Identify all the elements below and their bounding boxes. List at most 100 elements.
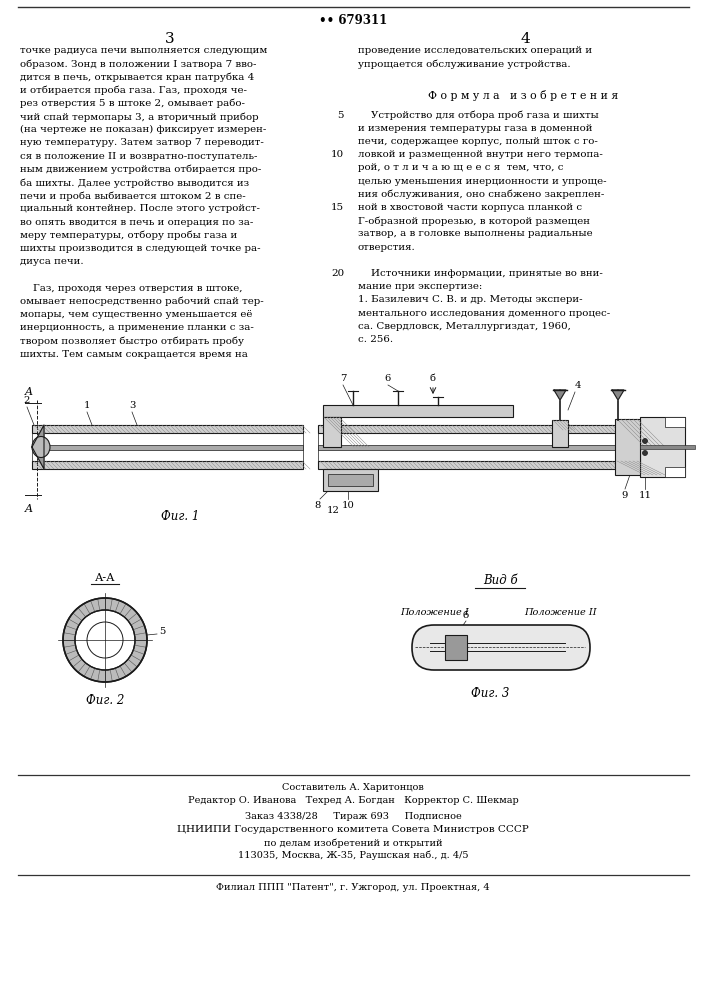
Text: 11: 11 bbox=[638, 491, 651, 500]
Text: циальный контейнер. После этого устройст-: циальный контейнер. После этого устройст… bbox=[20, 204, 260, 213]
Text: 5: 5 bbox=[337, 111, 344, 120]
Text: Газ, проходя через отверстия в штоке,: Газ, проходя через отверстия в штоке, bbox=[20, 284, 243, 293]
Text: Г-образной прорезью, в которой размещен: Г-образной прорезью, в которой размещен bbox=[358, 216, 590, 226]
FancyBboxPatch shape bbox=[412, 625, 590, 670]
Text: Источники информации, принятые во вни-: Источники информации, принятые во вни- bbox=[358, 269, 603, 278]
Text: 1: 1 bbox=[83, 401, 90, 410]
Text: 5: 5 bbox=[159, 628, 165, 637]
Text: ментального исследования доменного процес-: ментального исследования доменного проце… bbox=[358, 309, 610, 318]
Bar bbox=[318, 461, 640, 469]
Text: 10: 10 bbox=[341, 501, 354, 510]
Text: Фиг. 2: Фиг. 2 bbox=[86, 694, 124, 707]
Text: Положение I: Положение I bbox=[401, 608, 469, 617]
Text: ной в хвостовой части корпуса планкой с: ной в хвостовой части корпуса планкой с bbox=[358, 203, 582, 212]
Text: с. 256.: с. 256. bbox=[358, 335, 393, 344]
Text: упрощается обслуживание устройства.: упрощается обслуживание устройства. bbox=[358, 59, 571, 69]
Text: Фиг. 3: Фиг. 3 bbox=[471, 687, 509, 700]
Text: точке радиуса печи выполняется следующим: точке радиуса печи выполняется следующим bbox=[20, 46, 267, 55]
Text: печи и проба выбивается штоком 2 в спе-: печи и проба выбивается штоком 2 в спе- bbox=[20, 191, 246, 201]
Text: образом. Зонд в положении I затвора 7 вво-: образом. Зонд в положении I затвора 7 вв… bbox=[20, 59, 257, 69]
Text: омывает непосредственно рабочий спай тер-: омывает непосредственно рабочий спай тер… bbox=[20, 297, 264, 306]
Text: ловкой и размещенной внутри него термопа-: ловкой и размещенной внутри него термопа… bbox=[358, 150, 603, 159]
Text: 20: 20 bbox=[331, 269, 344, 278]
Text: 9: 9 bbox=[622, 491, 629, 500]
Text: шихты. Тем самым сокращается время на: шихты. Тем самым сокращается время на bbox=[20, 350, 248, 359]
Text: са. Свердловск, Металлургиздат, 1960,: са. Свердловск, Металлургиздат, 1960, bbox=[358, 322, 571, 331]
Text: Ф о р м у л а   и з о б р е т е н и я: Ф о р м у л а и з о б р е т е н и я bbox=[428, 90, 618, 101]
Text: 8: 8 bbox=[315, 501, 321, 510]
Text: ную температуру. Затем затвор 7 переводит-: ную температуру. Затем затвор 7 переводи… bbox=[20, 138, 264, 147]
Bar bbox=[32, 433, 303, 461]
Text: дится в печь, открывается кран патрубка 4: дится в печь, открывается кран патрубка … bbox=[20, 72, 255, 82]
Text: чий спай термопары 3, а вторичный прибор: чий спай термопары 3, а вторичный прибор bbox=[20, 112, 259, 121]
Bar bbox=[318, 445, 630, 450]
Text: 3: 3 bbox=[165, 32, 175, 46]
Text: Вид б: Вид б bbox=[483, 574, 518, 587]
Text: печи, содержащее корпус, полый шток с го-: печи, содержащее корпус, полый шток с го… bbox=[358, 137, 598, 146]
Text: 2: 2 bbox=[24, 396, 30, 405]
Text: шихты производится в следующей точке ра-: шихты производится в следующей точке ра- bbox=[20, 244, 261, 253]
Bar bbox=[552, 420, 568, 447]
Bar bbox=[665, 417, 685, 427]
Text: рез отверстия 5 в штоке 2, омывает рабо-: рез отверстия 5 в штоке 2, омывает рабо- bbox=[20, 99, 245, 108]
Text: Заказ 4338/28     Тираж 693     Подписное: Заказ 4338/28 Тираж 693 Подписное bbox=[245, 812, 462, 821]
Text: ния обслуживания, оно снабжено закреплен-: ния обслуживания, оно снабжено закреплен… bbox=[358, 190, 604, 199]
Wedge shape bbox=[63, 598, 147, 682]
Text: затвор, а в головке выполнены радиальные: затвор, а в головке выполнены радиальные bbox=[358, 229, 592, 238]
Polygon shape bbox=[612, 390, 624, 400]
Bar bbox=[445, 635, 467, 660]
Bar bbox=[323, 405, 513, 417]
Text: ным движением устройства отбирается про-: ным движением устройства отбирается про- bbox=[20, 165, 262, 174]
Bar bbox=[318, 425, 640, 433]
Text: по делам изобретений и открытий: по делам изобретений и открытий bbox=[264, 838, 443, 848]
Text: 7: 7 bbox=[340, 374, 346, 383]
Text: диуса печи.: диуса печи. bbox=[20, 257, 83, 266]
Circle shape bbox=[643, 438, 648, 444]
Text: мание при экспертизе:: мание при экспертизе: bbox=[358, 282, 482, 291]
Text: А-А: А-А bbox=[95, 573, 115, 583]
Bar bbox=[32, 425, 303, 433]
Text: б: б bbox=[463, 611, 469, 620]
Bar bbox=[47, 445, 303, 450]
Text: проведение исследовательских операций и: проведение исследовательских операций и bbox=[358, 46, 592, 55]
Ellipse shape bbox=[32, 436, 50, 458]
Text: ся в положение II и возвратно-поступатель-: ся в положение II и возвратно-поступател… bbox=[20, 152, 257, 161]
Bar bbox=[665, 467, 685, 477]
Text: 4: 4 bbox=[575, 381, 581, 390]
Text: (на чертеже не показан) фиксирует измерен-: (на чертеже не показан) фиксирует измере… bbox=[20, 125, 267, 134]
Bar bbox=[323, 469, 378, 491]
Bar bbox=[32, 461, 303, 469]
Text: меру температуры, отбору пробы газа и: меру температуры, отбору пробы газа и bbox=[20, 231, 238, 240]
Text: инерционность, а применение планки с за-: инерционность, а применение планки с за- bbox=[20, 323, 254, 332]
Text: во опять вводится в печь и операция по за-: во опять вводится в печь и операция по з… bbox=[20, 218, 253, 227]
Text: 15: 15 bbox=[331, 203, 344, 212]
Text: твором позволяет быстро отбирать пробу: твором позволяет быстро отбирать пробу bbox=[20, 336, 244, 346]
Text: ЦНИИПИ Государственного комитета Совета Министров СССР: ЦНИИПИ Государственного комитета Совета … bbox=[177, 825, 529, 834]
Text: 6: 6 bbox=[385, 374, 391, 383]
Text: Фиг. 1: Фиг. 1 bbox=[160, 510, 199, 523]
Text: б: б bbox=[430, 374, 436, 383]
Text: 113035, Москва, Ж-35, Раушская наб., д. 4/5: 113035, Москва, Ж-35, Раушская наб., д. … bbox=[238, 851, 468, 860]
Bar bbox=[318, 433, 640, 461]
Polygon shape bbox=[554, 390, 566, 400]
Polygon shape bbox=[32, 425, 44, 469]
Text: 10: 10 bbox=[331, 150, 344, 159]
Text: и отбирается проба газа. Газ, проходя че-: и отбирается проба газа. Газ, проходя че… bbox=[20, 86, 247, 95]
Text: A: A bbox=[25, 387, 33, 397]
Text: Составитель А. Харитонцов: Составитель А. Харитонцов bbox=[282, 783, 424, 792]
Bar bbox=[640, 417, 685, 477]
Circle shape bbox=[87, 622, 123, 658]
Text: целью уменьшения инерционности и упроще-: целью уменьшения инерционности и упроще- bbox=[358, 177, 607, 186]
Bar bbox=[323, 417, 341, 447]
Text: и измерения температуры газа в доменной: и измерения температуры газа в доменной bbox=[358, 124, 592, 133]
Text: рой, о т л и ч а ю щ е е с я  тем, что, с: рой, о т л и ч а ю щ е е с я тем, что, с bbox=[358, 163, 563, 172]
Text: 1. Базилевич С. В. и др. Методы экспери-: 1. Базилевич С. В. и др. Методы экспери- bbox=[358, 295, 583, 304]
Text: мопары, чем существенно уменьшается её: мопары, чем существенно уменьшается её bbox=[20, 310, 252, 319]
Text: •• 679311: •• 679311 bbox=[319, 14, 387, 27]
Text: отверстия.: отверстия. bbox=[358, 243, 416, 252]
Bar bbox=[328, 474, 373, 486]
Text: A: A bbox=[25, 504, 33, 514]
Text: 3: 3 bbox=[129, 401, 135, 410]
Text: Редактор О. Иванова   Техред А. Богдан   Корректор С. Шекмар: Редактор О. Иванова Техред А. Богдан Кор… bbox=[187, 796, 518, 805]
Text: Устройство для отбора проб газа и шихты: Устройство для отбора проб газа и шихты bbox=[358, 111, 599, 120]
